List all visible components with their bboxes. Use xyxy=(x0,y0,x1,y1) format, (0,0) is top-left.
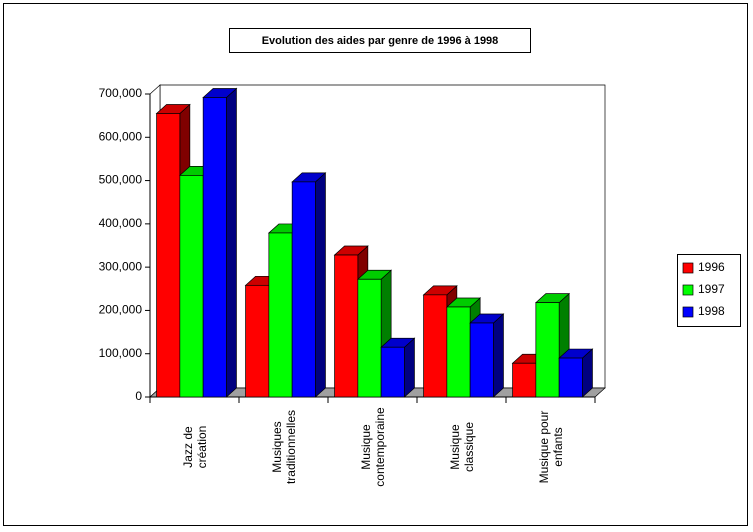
legend-swatch xyxy=(682,284,694,296)
legend-swatch xyxy=(682,262,694,274)
x-tick-text: Musiques traditionnelles xyxy=(269,409,298,485)
bar-side xyxy=(404,337,415,398)
legend-label: 1997 xyxy=(698,282,725,296)
bar-side xyxy=(493,313,504,398)
y-tick-label: 700,000 xyxy=(99,86,143,100)
x-tick-text: Musique contemporaine xyxy=(358,407,387,487)
bar xyxy=(202,97,227,398)
bar xyxy=(535,302,560,398)
bar xyxy=(558,357,583,398)
x-tick-text: Musique classique xyxy=(447,421,476,473)
bar-side xyxy=(226,87,237,398)
bar xyxy=(512,362,537,398)
y-tick-label: 100,000 xyxy=(99,346,143,360)
x-tick-text: Musique pour enfants xyxy=(536,410,565,484)
y-tick-label: 0 xyxy=(135,389,142,403)
y-tick-label: 600,000 xyxy=(99,129,143,143)
y-tick-label: 400,000 xyxy=(99,216,143,230)
legend-label: 1996 xyxy=(698,260,725,274)
bar xyxy=(423,294,448,398)
bar xyxy=(268,232,293,398)
bar-side xyxy=(315,172,326,398)
y-tick-label: 300,000 xyxy=(99,259,143,273)
chart-title: Evolution des aides par genre de 1996 à … xyxy=(262,35,499,47)
bar xyxy=(156,113,181,398)
bar xyxy=(469,322,494,398)
y-tick-label: 200,000 xyxy=(99,303,143,317)
x-tick-label: Musique classique xyxy=(448,407,476,487)
bar xyxy=(179,175,204,398)
x-tick-label: Musique pour enfants xyxy=(537,407,565,487)
bar xyxy=(357,278,382,398)
x-tick-label: Musique contemporaine xyxy=(359,407,387,487)
x-tick-label: Jazz de création xyxy=(181,407,209,487)
x-tick-label: Musiques traditionnelles xyxy=(270,407,298,487)
bar xyxy=(334,254,359,398)
legend-label: 1998 xyxy=(698,304,725,318)
bar xyxy=(446,306,471,398)
x-tick-text: Jazz de création xyxy=(180,425,209,469)
bar xyxy=(380,346,405,398)
title-box xyxy=(229,28,531,53)
bar xyxy=(291,181,316,398)
legend-swatch xyxy=(682,306,694,318)
y-tick-label: 500,000 xyxy=(99,173,143,187)
bar xyxy=(245,284,270,398)
